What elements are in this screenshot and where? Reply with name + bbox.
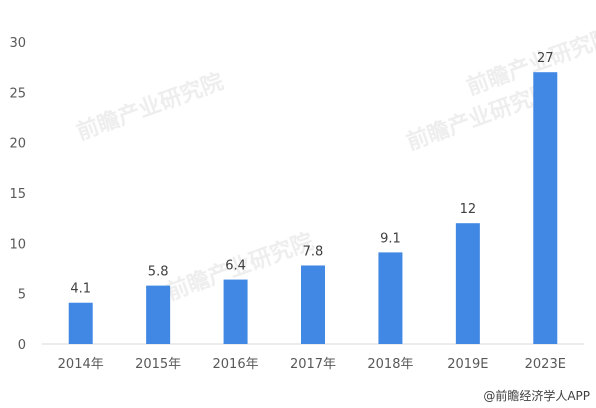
x-tick-label: 2019E xyxy=(447,357,488,372)
y-axis: 0 5 10 15 20 25 30 xyxy=(9,36,26,353)
y-tick-label: 10 xyxy=(9,237,26,252)
data-label: 7.8 xyxy=(303,244,324,259)
x-tick-label: 2017年 xyxy=(290,357,336,372)
y-tick-label: 0 xyxy=(18,338,26,353)
x-axis: 2014年 2015年 2016年 2017年 2018年 2019E 2023E xyxy=(58,357,566,372)
x-tick-label: 2015年 xyxy=(135,357,181,372)
bar xyxy=(223,279,248,344)
x-tick-label: 2018年 xyxy=(367,357,413,372)
data-label: 5.8 xyxy=(148,265,169,280)
bar xyxy=(146,285,171,344)
source-credit: @前瞻经济学人APP xyxy=(483,388,590,403)
bar xyxy=(455,223,480,344)
data-label: 9.1 xyxy=(380,231,401,246)
watermark-layer: 前瞻产业研究院 前瞻产业研究院 前瞻产业研究院 前瞻产业研究院 xyxy=(73,24,596,306)
data-label: 6.4 xyxy=(225,259,246,274)
data-label: 27 xyxy=(537,51,554,66)
bar xyxy=(301,265,325,344)
x-tick-label: 2014年 xyxy=(58,357,104,372)
data-label: 12 xyxy=(460,202,477,217)
bar xyxy=(533,72,558,344)
data-labels: 4.1 5.8 6.4 7.8 9.1 12 27 xyxy=(70,51,553,297)
x-tick-label: 2016年 xyxy=(213,357,259,372)
bar xyxy=(68,302,93,344)
y-tick-label: 20 xyxy=(9,137,26,152)
y-tick-label: 25 xyxy=(9,86,26,101)
data-label: 4.1 xyxy=(70,282,91,297)
watermark-text: 前瞻产业研究院 xyxy=(73,69,227,146)
bar-series xyxy=(68,72,558,344)
y-tick-label: 5 xyxy=(18,288,26,303)
y-tick-label: 30 xyxy=(9,36,26,51)
y-tick-label: 15 xyxy=(9,187,26,202)
x-tick-label: 2023E xyxy=(525,357,566,372)
bar xyxy=(378,252,403,344)
